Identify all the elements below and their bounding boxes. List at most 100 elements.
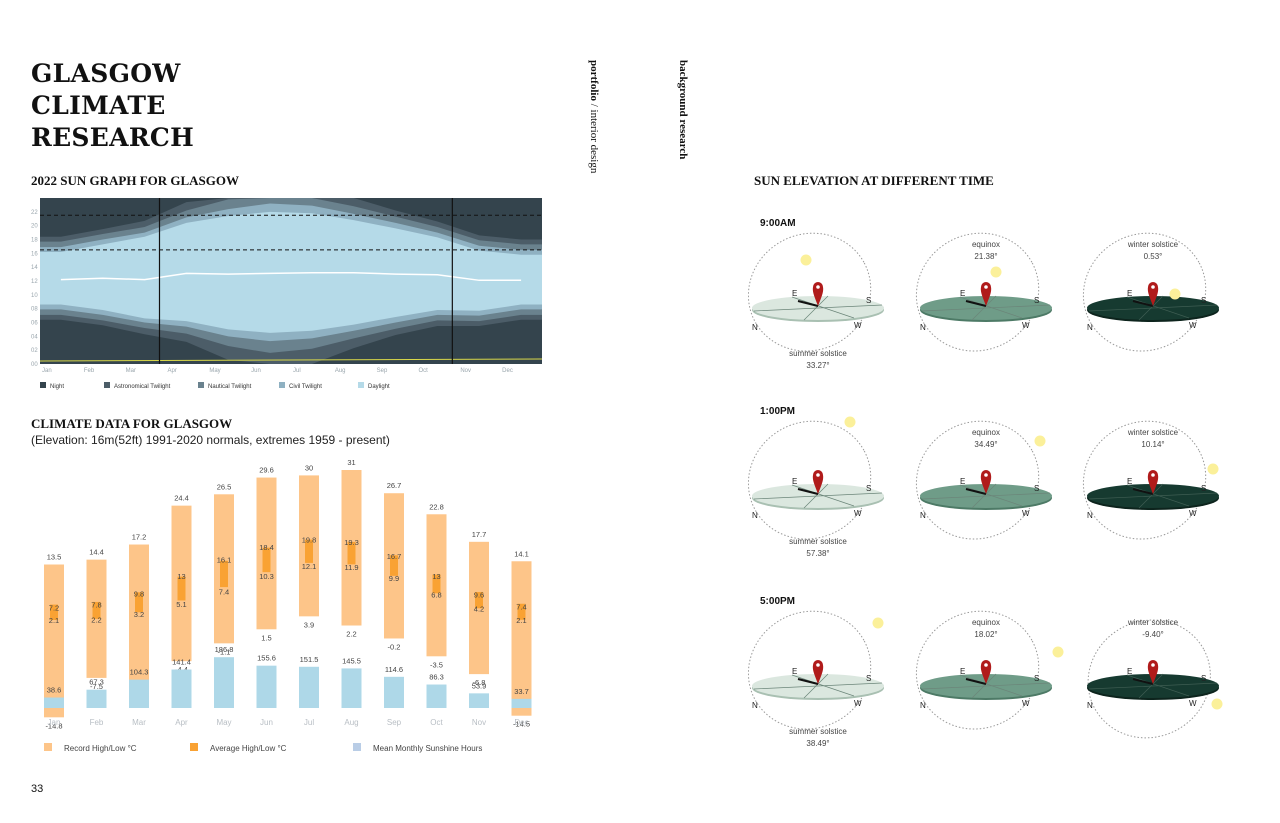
- sun-graph-xtick: Jun: [251, 368, 261, 374]
- sunshine-bar-jul: [299, 666, 319, 708]
- sun-graph-legend-swatch: [279, 382, 285, 388]
- climate-bars: 13.5 -14.8 7.2 2.1 38.6 Jan 14.4 -7.5 7.8 2.2 67.3…: [44, 458, 532, 730]
- direction-w: W: [1022, 699, 1030, 708]
- climate-legend-swatch: [353, 743, 361, 751]
- sunshine-bar-jun: [256, 665, 277, 708]
- average-low-label: 6.8: [431, 591, 441, 600]
- direction-n: N: [752, 701, 758, 710]
- direction-e: E: [792, 477, 797, 486]
- direction-w: W: [1189, 509, 1197, 518]
- direction-w: W: [854, 699, 862, 708]
- direction-n: N: [752, 511, 758, 520]
- compass-line: [1126, 674, 1190, 697]
- sunshine-bar-jan: [44, 697, 64, 708]
- direction-e: E: [792, 289, 797, 298]
- climate-legend: Record High/Low °C Average High/Low °C Mea…: [44, 743, 482, 753]
- location-pin-dot: [816, 285, 820, 289]
- average-low-label: 10.3: [259, 572, 274, 581]
- average-high-label: 16.1: [217, 555, 232, 564]
- average-low-label: 7.4: [219, 587, 229, 596]
- page-number: 33: [31, 783, 44, 795]
- direction-w: W: [1189, 699, 1197, 708]
- sunshine-label: 38.6: [47, 686, 62, 695]
- average-high-label: 9.6: [474, 591, 484, 600]
- sun-graph-xtick: Feb: [84, 368, 95, 374]
- direction-e: E: [960, 667, 965, 676]
- location-pin-icon: [980, 470, 992, 494]
- sun-graph-legend: Night Astronomical Twilight Nautical Twili…: [40, 382, 390, 390]
- sun-elevation-angle-value: 57.38°: [806, 549, 829, 558]
- sun-graph-legend-label: Nautical Twilight: [208, 384, 252, 390]
- sunshine-label: 33.7: [514, 687, 529, 696]
- location-pin-icon: [980, 660, 992, 684]
- sun-graph-ytick: 06: [31, 321, 38, 327]
- climate-xtick: Sep: [387, 718, 402, 727]
- sun-elevation-heading: SUN ELEVATION AT DIFFERENT TIME: [754, 173, 994, 188]
- compass-line: [753, 682, 883, 690]
- climate-xtick: Oct: [430, 718, 443, 727]
- record-low-label: -1.1: [218, 647, 231, 656]
- record-high-label: 14.4: [89, 548, 104, 557]
- sun-elevation-angle-value: 10.14°: [1141, 440, 1164, 449]
- compass-line: [971, 673, 997, 699]
- record-low-label: 3.9: [304, 620, 314, 629]
- direction-e: E: [1127, 289, 1132, 298]
- sunshine-label: 151.5: [300, 655, 319, 664]
- side-label-interior: / interior design: [588, 100, 600, 174]
- sun-graph-xtick: Nov: [460, 368, 471, 374]
- sun-graph-xtick: Apr: [168, 368, 177, 374]
- sun-icon: [1211, 698, 1223, 710]
- direction-w: W: [1022, 509, 1030, 518]
- average-bar-nov: [475, 591, 483, 609]
- average-high-label: 7.2: [49, 604, 59, 613]
- direction-e: E: [960, 289, 965, 298]
- location-pin-dot: [1151, 285, 1155, 289]
- direction-n: N: [1087, 323, 1093, 332]
- sunshine-bar-oct: [426, 684, 447, 708]
- average-low-label: 3.2: [134, 610, 144, 619]
- sun-elevation-season-label: summer solstice: [789, 349, 847, 358]
- sun-elevation-season-label: summer solstice: [789, 537, 847, 546]
- average-high-label: 19.3: [344, 538, 359, 547]
- climate-xtick: Jun: [260, 718, 273, 727]
- climate-xtick: Jul: [304, 718, 314, 727]
- record-high-label: 14.1: [514, 549, 529, 558]
- direction-e: E: [1127, 667, 1132, 676]
- compass-line: [753, 304, 883, 312]
- pin-shadow: [1132, 488, 1154, 495]
- record-high-label: 17.2: [132, 533, 147, 542]
- average-high-label: 16.7: [387, 552, 402, 561]
- climate-subheading: (Elevation: 16m(52ft) 1991-2020 normals,…: [31, 433, 390, 447]
- sun-graph-xtick: May: [209, 368, 220, 374]
- sunshine-bar-may: [214, 657, 234, 708]
- title-line-3: RESEARCH: [31, 123, 195, 152]
- location-pin-icon: [1147, 470, 1159, 494]
- record-low-label: -14.5: [513, 720, 530, 729]
- record-high-label: 22.8: [429, 502, 444, 511]
- average-high-label: 9.8: [134, 589, 144, 598]
- average-bar-mar: [135, 592, 143, 613]
- sun-elevation-angle-value: 21.38°: [974, 252, 997, 261]
- pin-shadow: [797, 488, 819, 495]
- compass-line: [1138, 295, 1164, 321]
- direction-n: N: [920, 511, 926, 520]
- record-high-label: 31: [347, 458, 355, 467]
- sun-elevation-season-label: summer solstice: [789, 727, 847, 736]
- sun-graph-moon-line: [39, 358, 543, 362]
- sun-elevation-season-label: winter solstice: [1127, 618, 1179, 627]
- average-bar-may: [220, 560, 228, 588]
- average-bar-dec: [517, 603, 526, 620]
- sunshine-label: 114.6: [385, 665, 403, 674]
- compass-line: [803, 295, 829, 321]
- direction-w: W: [854, 509, 862, 518]
- record-bar-jan: [44, 564, 64, 718]
- sun-elevation-time-label: 5:00PM: [760, 596, 795, 607]
- sun-graph-xtick: Aug: [335, 368, 346, 374]
- compass-line: [959, 484, 1023, 507]
- sun-elevation-angle-value: 0.53°: [1144, 252, 1163, 261]
- sun-elevation-angle-value: -9.40°: [1142, 630, 1163, 639]
- pin-shadow: [965, 678, 987, 685]
- record-low-label: -3.5: [430, 660, 443, 669]
- compass-line: [1088, 492, 1218, 500]
